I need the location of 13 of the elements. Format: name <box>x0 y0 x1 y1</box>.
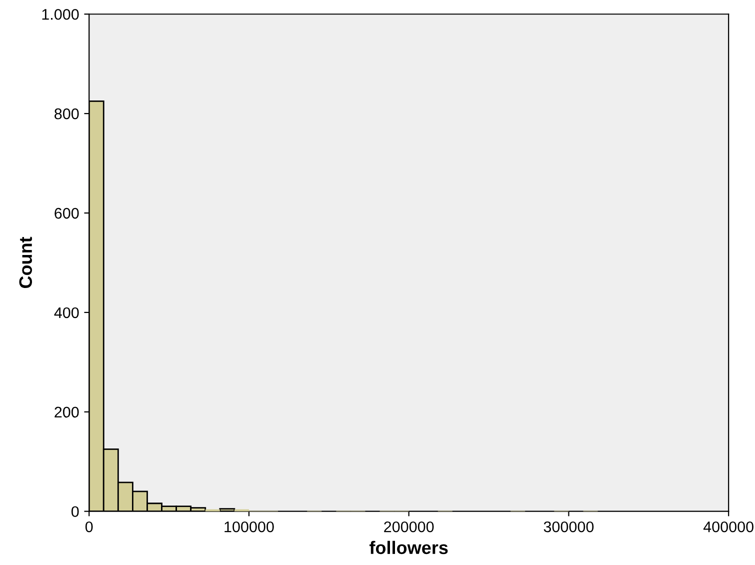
x-tick-label: 0 <box>85 521 93 532</box>
x-tick-label: 400000 <box>703 521 754 532</box>
y-tick-label: 600 <box>54 208 79 219</box>
x-tick-label: 100000 <box>224 521 274 532</box>
y-tick-label: 0 <box>71 506 79 518</box>
x-axis-title: followers <box>370 540 448 554</box>
x-tick-label: 300000 <box>544 521 594 532</box>
y-tick-label: 800 <box>54 108 79 120</box>
y-tick-label: 200 <box>54 406 79 418</box>
y-axis-title: Count <box>19 236 32 288</box>
x-tick-label: 200000 <box>384 521 434 532</box>
y-tick-label: 400 <box>54 307 79 318</box>
y-tick-label: 1.000 <box>42 8 79 20</box>
